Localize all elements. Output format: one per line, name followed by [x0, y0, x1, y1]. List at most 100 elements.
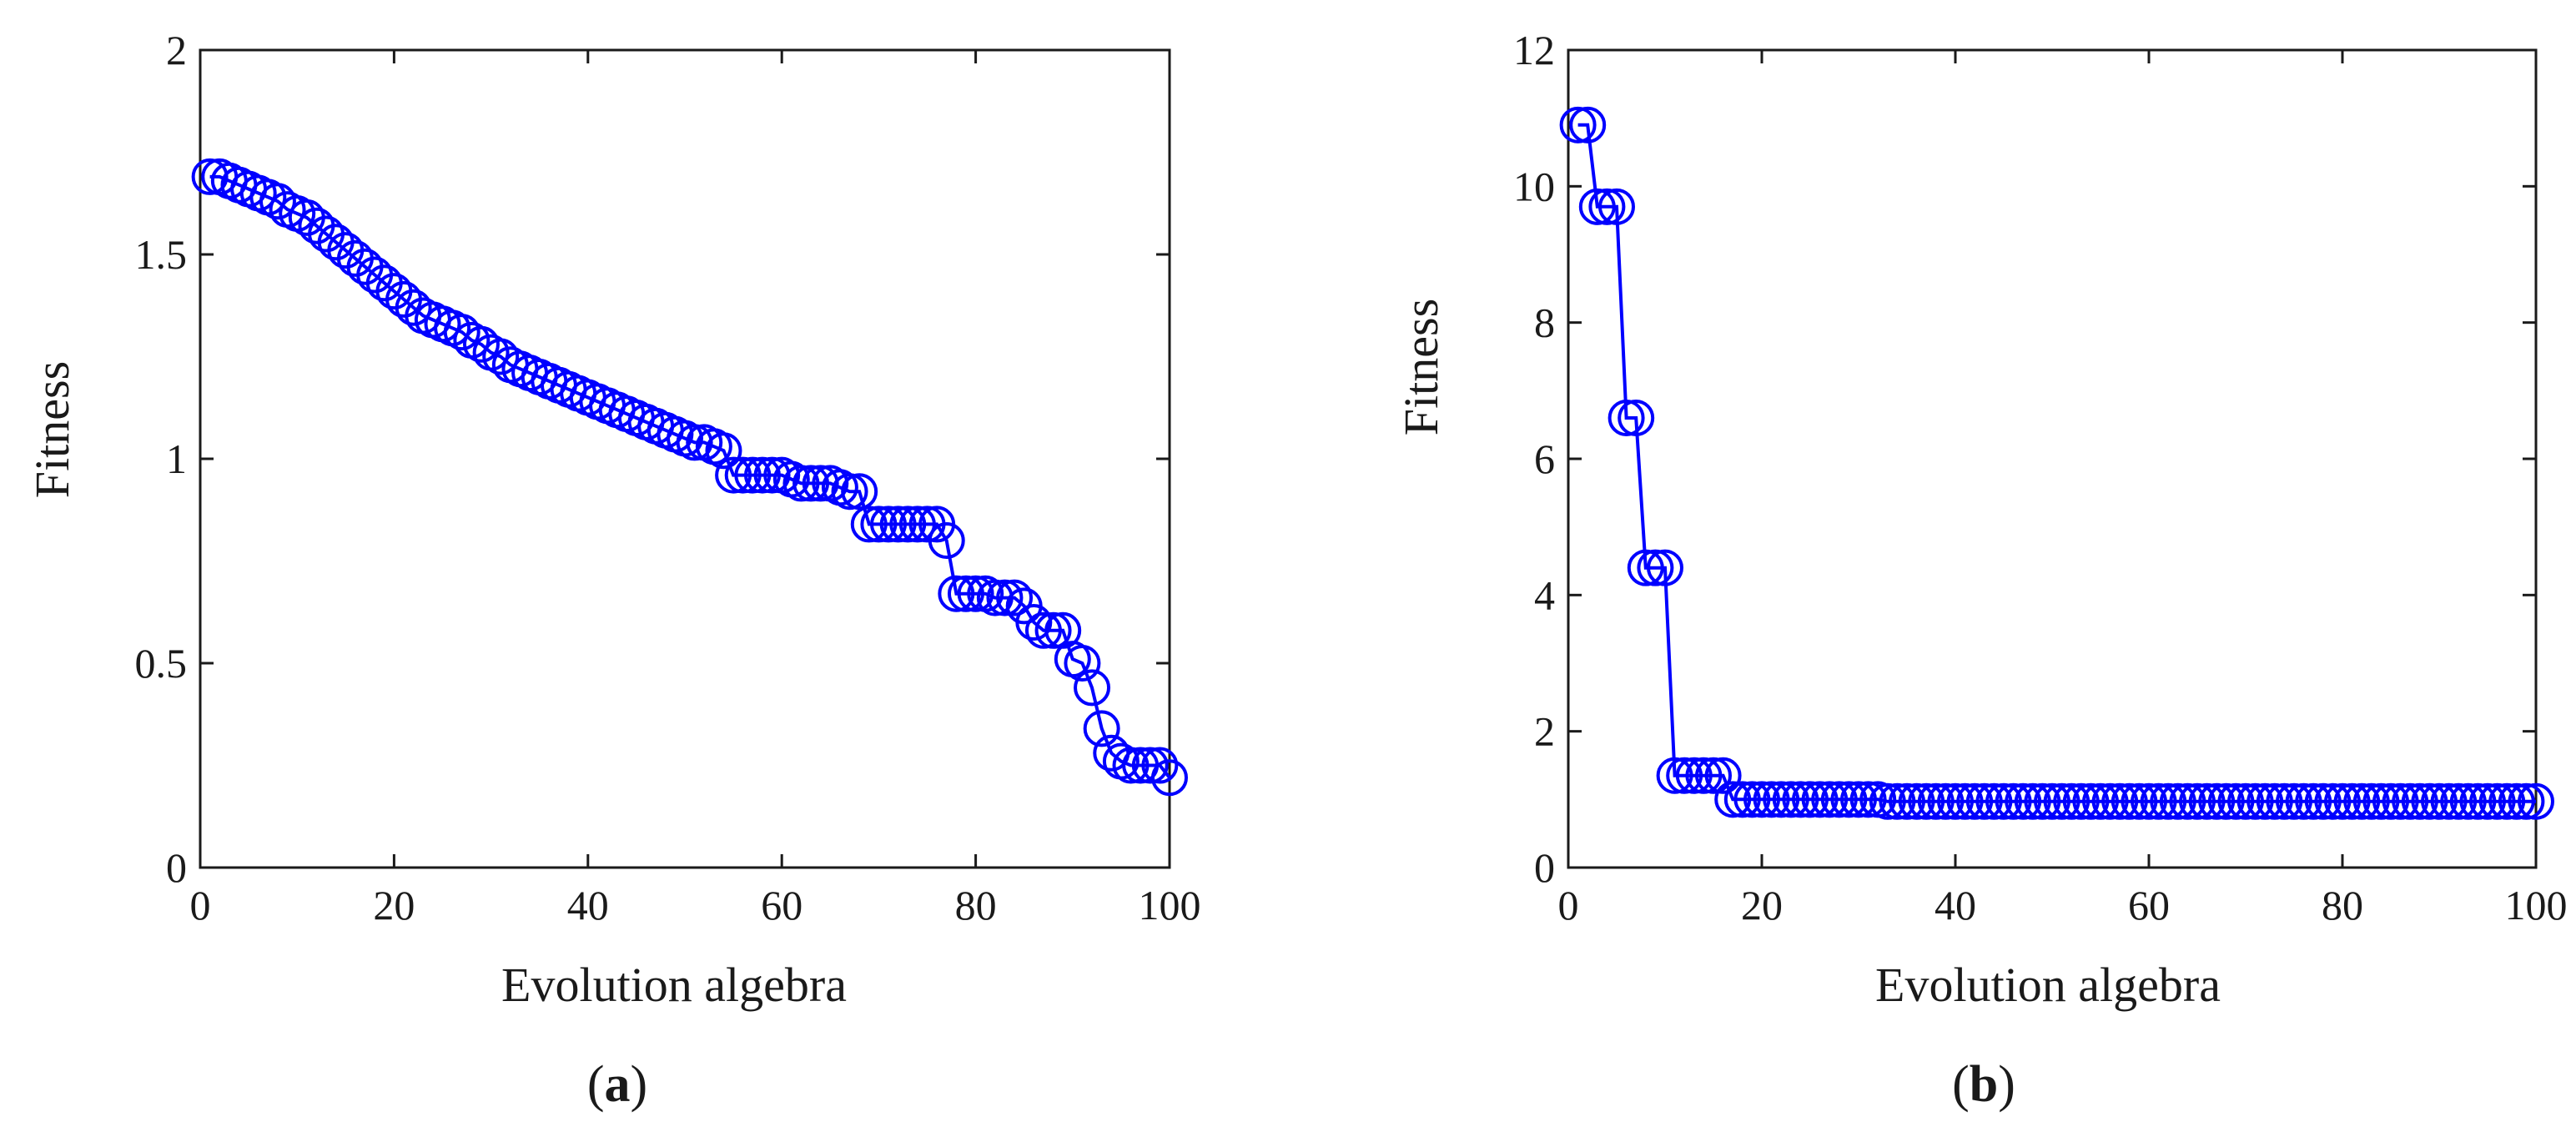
panel-a-data-point — [705, 432, 742, 470]
panel-b-data-point — [2169, 782, 2206, 820]
panel-b-data-point — [2256, 782, 2293, 820]
panel-a-data-point — [986, 579, 1024, 616]
panel-b-data-point — [2508, 782, 2545, 820]
panel-b-data-point — [1985, 782, 2022, 820]
panel-b-data-point — [2101, 782, 2139, 820]
panel-b-data-point — [2304, 782, 2342, 820]
panel-b-data-point — [2053, 782, 2090, 820]
panel-b-x-tick-label: 80 — [2322, 882, 2363, 928]
panel-b-data-point — [1792, 781, 1829, 818]
panel-b-data-point — [2440, 782, 2478, 820]
panel-a-data-point — [1083, 710, 1120, 747]
panel-b-data-point — [2005, 782, 2042, 820]
panel-b-plot-area — [1559, 106, 2554, 820]
panel-b-data-point — [2478, 782, 2516, 820]
panel-a-data-point — [395, 289, 432, 326]
panel-a-data-point — [947, 575, 984, 612]
panel-b-data-point — [2362, 782, 2400, 820]
panel-b-data-point — [2111, 782, 2148, 820]
panel-a-caption-open: ( — [587, 1056, 605, 1113]
panel-b-data-point — [2333, 782, 2371, 820]
panel-b-data-point — [1559, 106, 1597, 143]
panel-b-data-point — [1578, 188, 1616, 225]
panel-a-data-point — [1131, 747, 1169, 784]
panel-b-data-point — [1723, 781, 1761, 818]
panel-b-data-point — [2140, 782, 2177, 820]
panel-a-data-point — [831, 473, 868, 511]
panel-b-data-point — [2411, 782, 2448, 820]
panel-a-data-point — [482, 338, 520, 375]
panel-b-data-point — [1917, 782, 1955, 820]
panel-b-data-point — [2498, 782, 2535, 820]
panel-b-data-point — [2121, 782, 2158, 820]
panel-a-data-point — [743, 456, 781, 494]
panel-a-x-tick-label: 20 — [373, 882, 415, 928]
panel-b-data-point — [1889, 782, 1925, 820]
panel-a-x-tick-label: 100 — [1139, 882, 1201, 928]
panel-b-x-tick-label: 60 — [2128, 882, 2170, 928]
panel-a-data-point — [1024, 611, 1062, 649]
panel-a-data-point — [898, 506, 936, 543]
panel-b-data-point — [1618, 400, 1655, 436]
panel-a-data-point — [724, 456, 762, 494]
panel-a-data-point — [889, 506, 927, 543]
panel-a-x-axis-title: Evolution algebra — [501, 958, 847, 1012]
panel-b-data-point — [2430, 782, 2468, 820]
panel-b-data-point — [2091, 782, 2129, 820]
panel-a-data-point — [191, 158, 229, 195]
panel-b-data-point — [2295, 782, 2332, 820]
panel-a-caption: (a) — [587, 1056, 647, 1113]
panel-b-x-tick-label: 40 — [1935, 882, 1976, 928]
panel-b-data-point — [1607, 400, 1645, 436]
panel-b-caption-open: ( — [1952, 1056, 1970, 1113]
panel-a-data-point — [870, 506, 908, 543]
panel-b-data-point — [1782, 781, 1819, 818]
panel-b-data-point — [1995, 782, 2032, 820]
panel-b-data-point — [2266, 782, 2303, 820]
panel-b-data-point — [2488, 782, 2526, 820]
panel-b-data-point — [1704, 757, 1742, 794]
panel-b-data-point — [1772, 781, 1809, 818]
panel-a-y-axis-title: Fitness — [25, 361, 79, 498]
panel-b-data-point — [1956, 782, 1994, 820]
panel-a-y-tick-label: 0 — [166, 844, 187, 891]
panel-b-data-point — [2449, 782, 2487, 820]
panel-b-data-point — [1627, 549, 1664, 586]
panel-a-x-tick-label: 40 — [567, 882, 609, 928]
panel-a-data-point — [841, 473, 878, 511]
panel-b-data-point — [1975, 782, 2013, 820]
panel-a-data-point — [676, 424, 713, 461]
panel-b-y-tick-label: 4 — [1534, 571, 1555, 618]
panel-b-y-axis-title: Fitness — [1394, 299, 1448, 435]
panel-b-data-point — [2421, 782, 2458, 820]
panel-b-data-point — [1840, 781, 1877, 818]
panel-a-data-point — [1034, 611, 1072, 649]
panel-a-axes-frame — [199, 48, 1171, 869]
panel-b-data-point — [2207, 782, 2245, 820]
panel-b-data-point — [2459, 782, 2497, 820]
panel-a-data-point — [860, 506, 898, 543]
panel-b-data-point — [2024, 782, 2061, 820]
panel-a-data-point — [782, 465, 820, 502]
panel-b-data-point — [1598, 188, 1635, 225]
panel-b-data-point — [2285, 782, 2322, 820]
panel-a-series-line — [209, 174, 1171, 779]
panel-b-data-point — [1753, 781, 1790, 818]
panel-a-ticks: 0 20 40 60 80 100 0 0.5 1 1.5 2 — [135, 27, 1201, 928]
panel-b-data-point — [1965, 782, 2003, 820]
panel-a-data-point — [792, 465, 830, 502]
panel-b-data-point — [1908, 782, 1945, 820]
panel-b-data-point — [2401, 782, 2438, 820]
panel-a-data-point — [462, 325, 500, 363]
panel-b-data-point — [1733, 781, 1771, 818]
panel-b-data-point — [2246, 782, 2284, 820]
panel-b-data-point — [1879, 782, 1916, 820]
panel-b-axes-box — [1567, 48, 2538, 869]
panel-b-data-point — [2392, 782, 2429, 820]
panel-b-data-point — [1849, 781, 1887, 818]
panel-b-data-point — [2082, 782, 2119, 820]
panel-b-x-tick-label: 100 — [2505, 882, 2568, 928]
panel-a-data-point — [715, 456, 752, 494]
panel-b-data-point — [1820, 781, 1858, 818]
